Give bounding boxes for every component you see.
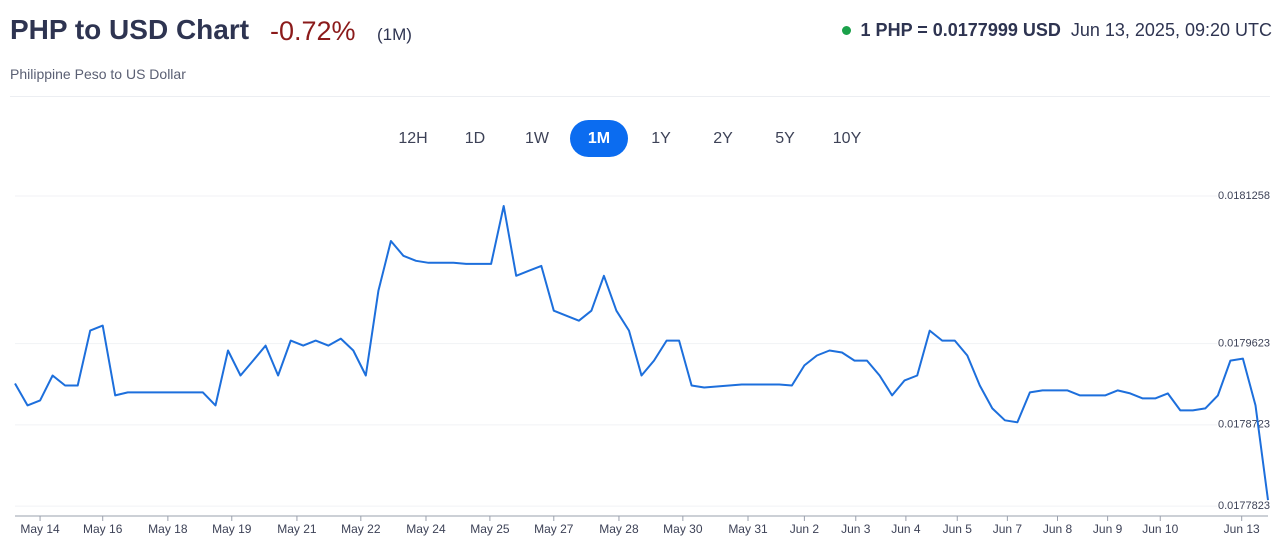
x-tick-label: May 27 (534, 522, 574, 536)
x-tick-label: Jun 10 (1142, 522, 1178, 536)
separator (10, 96, 1270, 97)
range-button[interactable]: 1M (570, 120, 628, 157)
x-tick-label: May 31 (728, 522, 768, 536)
x-tick-label: May 24 (406, 522, 446, 536)
timestamp: Jun 13, 2025, 09:20 UTC (1070, 20, 1272, 40)
x-tick-label: Jun 7 (993, 522, 1023, 536)
x-tick-label: Jun 4 (891, 522, 921, 536)
y-tick-label: 0.0181258 (1218, 190, 1270, 202)
y-tick-label: 0.0179623 (1218, 337, 1270, 349)
title: PHP to USD Chart (10, 14, 250, 45)
y-tick-label: 0.0177823 (1218, 500, 1270, 512)
range-button[interactable]: 2Y (713, 130, 733, 147)
x-tick-label: May 18 (148, 522, 188, 536)
x-tick-label: Jun 5 (943, 522, 973, 536)
rate: 1 PHP = 0.0177999 USD (860, 20, 1061, 40)
price-line (14, 205, 1269, 501)
x-tick-label: May 30 (663, 522, 703, 536)
range-button[interactable]: 10Y (832, 130, 862, 147)
range-button[interactable]: 5Y (775, 130, 795, 147)
x-tick-label: Jun 8 (1043, 522, 1073, 536)
x-tick-label: Jun 13 (1224, 522, 1260, 536)
rate-box: 1 PHP = 0.0177999 USD Jun 13, 2025, 09:2… (841, 20, 1272, 41)
x-tick-label: Jun 2 (790, 522, 820, 536)
x-tick-label: May 19 (212, 522, 252, 536)
subtitle: Philippine Peso to US Dollar (10, 66, 186, 82)
range-button[interactable]: 1W (525, 130, 549, 147)
x-tick-label: May 25 (470, 522, 510, 536)
x-tick-label: May 16 (83, 522, 123, 536)
x-tick-label: May 14 (20, 522, 60, 536)
y-tick-label: 0.0178723 (1218, 419, 1270, 431)
range-button[interactable]: 12H (398, 130, 428, 147)
x-tick-label: Jun 3 (841, 522, 871, 536)
x-tick-label: Jun 9 (1093, 522, 1123, 536)
range-button[interactable]: 1Y (651, 130, 671, 147)
x-tick-label: May 21 (277, 522, 317, 536)
x-tick-label: May 22 (341, 522, 381, 536)
range-button[interactable]: 1D (464, 130, 486, 147)
change: -0.72% (270, 16, 356, 46)
period: (1M) (377, 25, 412, 44)
status-dot (841, 26, 851, 35)
range-selector: 12H 1D 1W 1M 1Y 2Y 5Y 10Y (0, 120, 1280, 157)
x-tick-label: May 28 (599, 522, 639, 536)
